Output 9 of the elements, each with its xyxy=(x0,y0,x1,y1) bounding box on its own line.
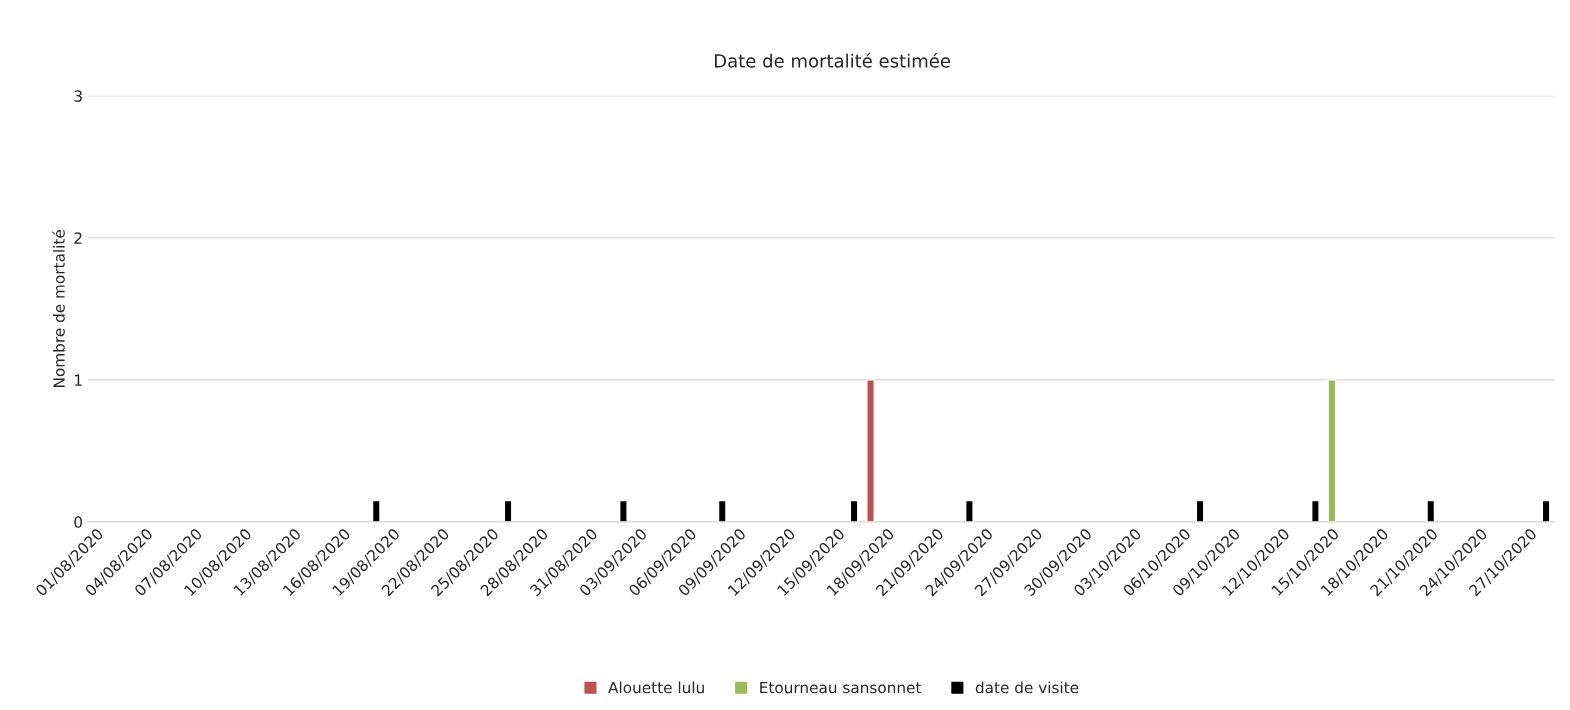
y-tick-label: 1 xyxy=(75,374,82,386)
y-tick-label: 0 xyxy=(74,516,83,528)
y-tick-label: 2 xyxy=(74,232,82,244)
y-tick-label: 3 xyxy=(74,90,82,102)
legend-label: date de visite xyxy=(975,681,1079,694)
y-axis-title: Nombre de mortalité xyxy=(52,230,65,387)
legend-label: Etourneau sansonnet xyxy=(760,681,922,694)
legend-label: Alouette lulu xyxy=(608,681,704,694)
chart-title: Date de mortalité estimée xyxy=(714,53,951,68)
